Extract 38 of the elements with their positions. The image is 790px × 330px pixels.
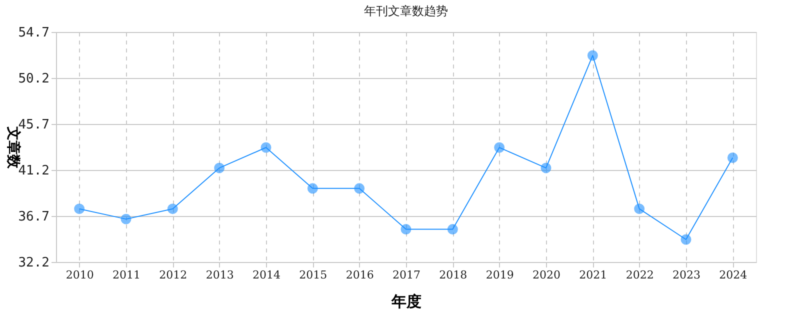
- chart-title: 年刊文章数趋势: [364, 4, 448, 18]
- point: [400, 224, 412, 235]
- x-tick-label: 2023: [672, 268, 700, 282]
- point: [74, 204, 85, 214]
- point: [120, 214, 132, 224]
- y-tick-label: 32.2: [18, 256, 50, 270]
- y-tick-label: 50.2: [18, 72, 50, 86]
- point: [214, 162, 225, 174]
- point: [540, 162, 552, 174]
- x-tick-label: 2015: [299, 268, 328, 282]
- x-tick-label: 2010: [66, 268, 94, 282]
- x-tick-label: 2021: [579, 268, 608, 282]
- point: [634, 204, 645, 214]
- point: [494, 142, 505, 153]
- y-tick-label: 54.7: [18, 26, 50, 40]
- x-tick-label: 2011: [112, 268, 140, 282]
- x-tick-label: 2013: [206, 268, 234, 282]
- x-tick-label: 2024: [719, 268, 748, 282]
- point: [167, 204, 178, 214]
- point: [447, 224, 458, 235]
- x-tick-label: 2012: [159, 268, 188, 282]
- x-tick-label: 2018: [439, 268, 468, 282]
- x-tick-label: 2014: [252, 268, 280, 282]
- point: [727, 152, 738, 163]
- x-tick-label: 2019: [486, 268, 514, 282]
- point: [354, 183, 365, 194]
- x-tick-label: 2016: [346, 268, 374, 282]
- x-tick-label: 2020: [532, 268, 560, 282]
- y-tick-label: 45.7: [18, 118, 50, 132]
- point: [260, 142, 272, 153]
- point: [680, 234, 692, 245]
- y-tick-label: 41.2: [18, 164, 50, 178]
- point: [587, 50, 598, 61]
- x-axis-title: 年度: [390, 292, 422, 310]
- point: [307, 183, 318, 194]
- y-tick-label: 36.7: [18, 210, 50, 224]
- x-tick-label: 2022: [626, 268, 654, 282]
- x-tick-label: 2017: [392, 268, 420, 282]
